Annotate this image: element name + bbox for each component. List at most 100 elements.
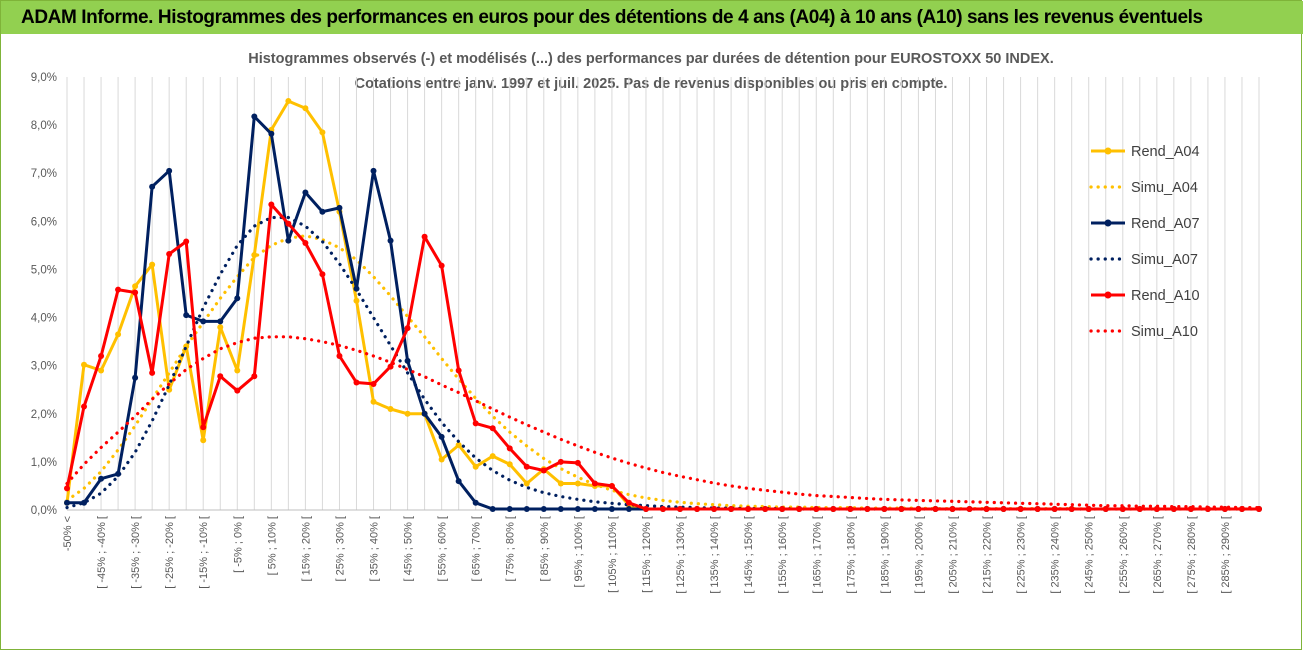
x-tick-label: [ 245% ; 250% [	[1084, 516, 1096, 594]
data-point	[455, 367, 462, 374]
data-point	[200, 318, 207, 325]
data-point	[642, 506, 649, 513]
data-point	[370, 167, 377, 174]
data-point	[574, 459, 581, 466]
y-tick-label: 2,0%	[31, 409, 57, 421]
data-point	[1136, 506, 1143, 513]
data-point	[98, 367, 105, 374]
series-Rend_A10	[64, 201, 1262, 513]
data-point	[847, 506, 854, 513]
data-point	[302, 189, 309, 196]
x-tick-label: [ 185% ; 190% [	[879, 516, 891, 594]
data-point	[387, 363, 394, 370]
data-point	[251, 373, 258, 380]
data-point	[132, 283, 139, 290]
data-point	[813, 506, 820, 513]
data-point	[540, 506, 547, 513]
data-point	[1221, 506, 1228, 513]
data-point	[166, 251, 173, 258]
data-point	[404, 357, 411, 364]
x-tick-label: [ -15% ; -10% [	[198, 516, 210, 589]
data-point	[915, 506, 922, 513]
data-point	[1051, 506, 1058, 513]
data-point	[132, 289, 139, 296]
legend-item-Simu_A10: Simu_A10	[1089, 324, 1198, 340]
x-tick-label: [ 205% ; 210% [	[947, 516, 959, 594]
data-point	[183, 312, 190, 319]
data-point	[898, 506, 905, 513]
data-point	[64, 499, 70, 506]
x-tick-label: [ 165% ; 170% [	[811, 516, 823, 594]
data-point	[1102, 506, 1109, 513]
x-tick-label: [ 75% ; 80% [	[505, 516, 517, 581]
legend-label: Simu_A07	[1131, 252, 1198, 268]
data-point	[711, 506, 718, 513]
y-tick-label: 4,0%	[31, 313, 57, 325]
data-point	[949, 506, 956, 513]
y-tick-label: 9,0%	[31, 72, 57, 84]
legend-item-Rend_A10: Rend_A10	[1091, 288, 1200, 304]
legend: Rend_A04 Simu_A04 Rend_A07 Simu_A07 Rend_A10…	[1089, 144, 1200, 340]
data-point	[506, 506, 513, 513]
data-point	[728, 506, 735, 513]
data-point	[353, 297, 360, 304]
data-point	[745, 506, 752, 513]
data-point	[932, 506, 939, 513]
data-point	[523, 480, 530, 487]
x-tick-label: [ -35% ; -30% [	[130, 516, 142, 589]
page-title: ADAM Informe. Histogrammes des performan…	[1, 1, 1303, 34]
data-point	[660, 506, 666, 513]
data-point	[387, 405, 394, 412]
data-point	[370, 398, 377, 405]
data-point	[438, 433, 445, 440]
series-line	[65, 335, 1261, 510]
data-point	[149, 369, 156, 376]
data-point	[149, 261, 156, 268]
data-point	[319, 129, 326, 136]
data-point	[1034, 506, 1041, 513]
y-tick-label: 7,0%	[31, 168, 57, 180]
data-point	[506, 445, 513, 452]
x-tick-label: [ 45% ; 50% [	[403, 516, 415, 581]
data-point	[285, 220, 292, 227]
x-tick-label: [ 225% ; 230% [	[1016, 516, 1028, 594]
data-point	[421, 410, 428, 417]
x-tick-label: [ 5% ; 10% [	[266, 516, 278, 575]
data-point	[268, 130, 275, 137]
chart-subtitle: Cotations entre janv. 1997 et juil. 2025…	[355, 76, 948, 92]
data-point	[64, 485, 70, 492]
x-tick-label: [ -5% ; 0% [	[232, 516, 244, 573]
data-point	[1085, 506, 1092, 513]
x-tick-label: -50% <	[62, 516, 74, 551]
legend-item-Rend_A07: Rend_A07	[1091, 216, 1200, 232]
data-point	[234, 367, 241, 374]
data-point	[591, 506, 598, 513]
data-point	[217, 373, 224, 380]
data-point	[438, 262, 445, 269]
data-point	[694, 506, 701, 513]
data-point	[404, 410, 411, 417]
data-point	[404, 325, 411, 332]
data-point	[251, 113, 258, 120]
x-tick-label: [ 25% ; 30% [	[334, 516, 346, 581]
x-tick-label: [ 115% ; 120% [	[641, 516, 653, 593]
data-point	[285, 98, 292, 105]
data-point	[319, 271, 326, 278]
data-point	[387, 237, 394, 244]
data-point	[608, 482, 615, 489]
data-point	[608, 506, 615, 513]
data-point	[506, 461, 513, 468]
data-point	[438, 456, 445, 463]
data-point	[574, 506, 581, 513]
data-point	[557, 458, 564, 465]
y-axis: 0,0% 1,0% 2,0% 3,0% 4,0% 5,0% 6,0% 7,0% 8,0% 9,0%	[31, 72, 57, 517]
data-point	[132, 374, 139, 381]
chart-title: Histogrammes observés (-) et modélisés (…	[248, 51, 1054, 67]
data-point	[455, 442, 462, 449]
data-point	[677, 506, 684, 513]
data-point	[98, 475, 105, 482]
data-point	[200, 424, 207, 431]
data-point	[864, 506, 871, 513]
legend-marker	[1104, 219, 1112, 227]
y-tick-label: 3,0%	[31, 361, 57, 373]
